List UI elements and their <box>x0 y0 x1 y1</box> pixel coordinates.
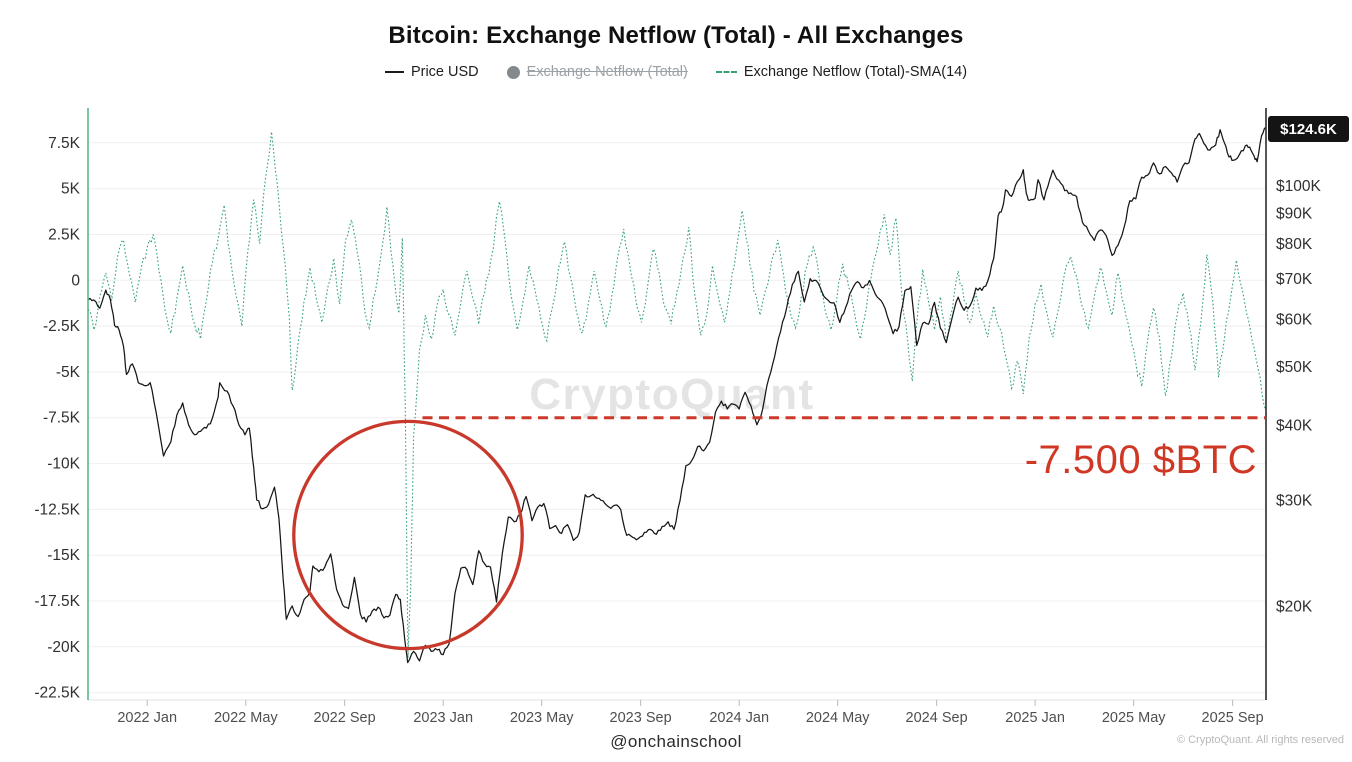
right-axis-tick-label: $30K <box>1276 493 1313 510</box>
series-circle-marker-icon <box>506 65 520 79</box>
highlight-circle-annotation <box>292 419 524 651</box>
grid-layer <box>88 142 1266 701</box>
price-line[interactable] <box>87 127 1267 664</box>
legend-item-label: Exchange Netflow (Total)-SMA(14) <box>743 64 968 80</box>
right-axis-tick-label: $100K <box>1276 178 1321 195</box>
left-axis-tick-label: -22.5K <box>34 685 80 702</box>
badge-background <box>1268 116 1349 142</box>
left-axis-tick-label: -20K <box>47 639 80 656</box>
x-axis-tick-label: 2024 Jan <box>709 710 769 726</box>
axes-layer: 7.5K 5K 2.5K 0 -2.5K -5K -7.5K -10K -12.5K -15K -1… <box>34 108 1321 726</box>
x-axis-tick-label: 2025 Sep <box>1202 710 1264 726</box>
left-axis-tick-label: -10K <box>47 456 80 473</box>
right-axis-tick-label: $60K <box>1276 311 1313 328</box>
x-axis-tick-label: 2025 May <box>1102 710 1166 726</box>
left-axis-tick-label: -5K <box>56 364 81 381</box>
footer-handle[interactable]: @onchainschool <box>610 732 742 751</box>
legend-item-exchange-netflow-total-sma-14[interactable]: Exchange Netflow (Total)-SMA(14) <box>715 64 968 80</box>
x-axis-tick-label: 2024 May <box>806 710 870 726</box>
annotation-layer <box>292 416 1266 651</box>
left-axis-tick-label: 5K <box>61 181 81 198</box>
x-axis-tick-label: 2025 Jan <box>1005 710 1065 726</box>
right-axis-tick-label: $50K <box>1276 359 1313 376</box>
right-axis-tick-label: $40K <box>1276 417 1313 434</box>
footer-copyright: © CryptoQuant. All rights reserved <box>1176 734 1344 746</box>
right-axis-tick-label: $20K <box>1276 598 1313 615</box>
cryptoquant-watermark: CryptoQuant <box>529 370 814 419</box>
right-axis-tick-label: $90K <box>1276 206 1313 223</box>
current-price-badge: $124.6K <box>1268 116 1349 142</box>
left-axis-tick-label: 7.5K <box>48 135 81 152</box>
series-line-marker-icon <box>715 71 737 73</box>
legend-item-label: Exchange Netflow (Total) <box>526 64 688 80</box>
level-annotation-label: -7.500 $BTC <box>1025 438 1257 482</box>
legend: Price USD Exchange Netflow (Total) Exchang… <box>0 64 1352 80</box>
legend-item-label: Price USD <box>410 64 479 80</box>
x-axis-tick-label: 2022 Jan <box>117 710 177 726</box>
left-axis-tick-label: 0 <box>71 272 80 289</box>
chart-title: Bitcoin: Exchange Netflow (Total) - All … <box>388 22 964 49</box>
series-layer <box>87 127 1267 664</box>
left-axis-tick-label: 2.5K <box>48 227 81 244</box>
x-axis-tick-label: 2023 Sep <box>610 710 672 726</box>
left-axis-tick-label: -2.5K <box>43 318 81 335</box>
x-axis-tick-label: 2024 Sep <box>906 710 968 726</box>
right-axis-tick-label: $70K <box>1276 271 1313 288</box>
series-line-marker-icon <box>384 71 404 73</box>
left-axis-tick-label: -17.5K <box>34 593 80 610</box>
legend-item-price-usd[interactable]: Price USD <box>384 64 479 80</box>
left-axis-tick-label: -15K <box>47 547 80 564</box>
left-axis-tick-label: -7.5K <box>43 410 81 427</box>
badge-label: $124.6K <box>1280 121 1337 138</box>
x-axis-tick-label: 2022 Sep <box>314 710 376 726</box>
left-axis-tick-label: -12.5K <box>34 501 80 518</box>
x-axis-tick-label: 2022 May <box>214 710 278 726</box>
right-axis-tick-label: $80K <box>1276 236 1313 253</box>
x-axis-tick-label: 2023 Jan <box>413 710 473 726</box>
legend-item-exchange-netflow-total[interactable]: Exchange Netflow (Total) <box>506 64 688 80</box>
x-axis-tick-label: 2023 May <box>510 710 574 726</box>
